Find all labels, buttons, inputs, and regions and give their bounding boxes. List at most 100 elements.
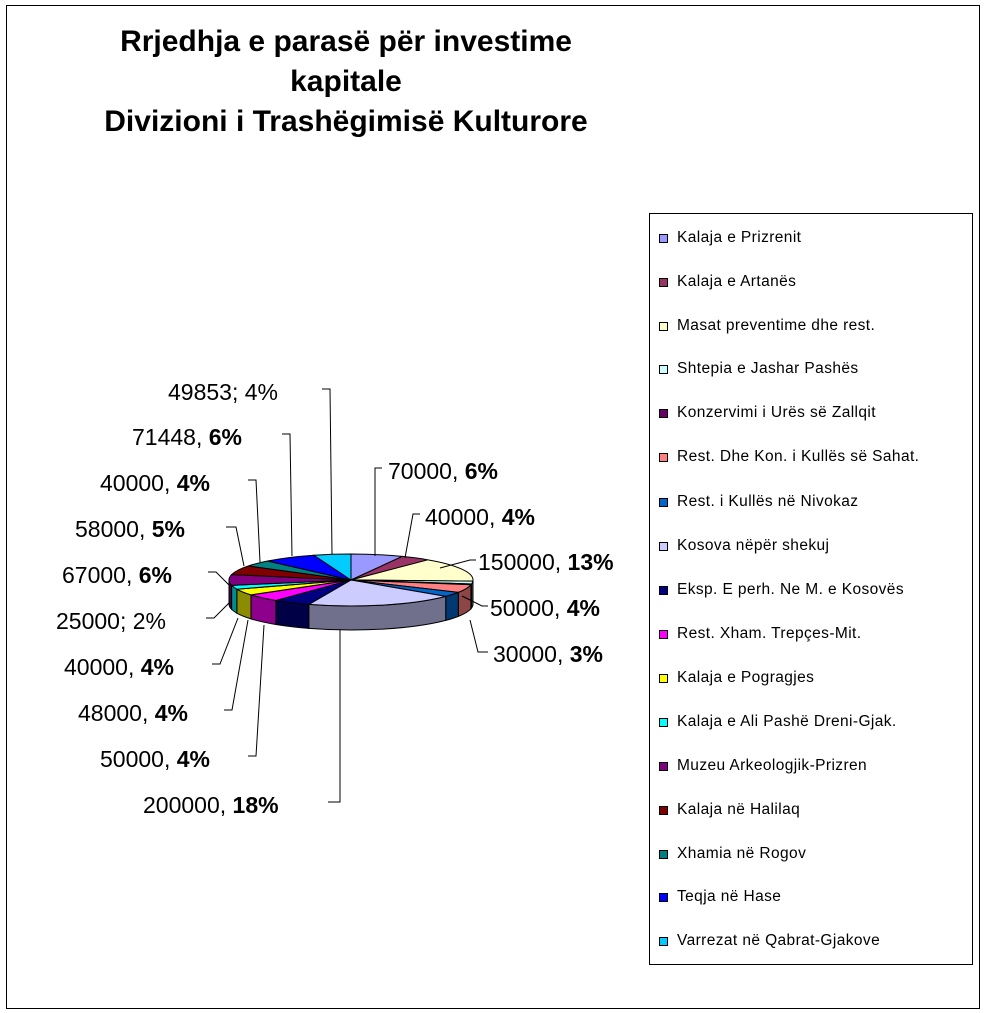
legend-swatch [659,542,668,551]
chart-title-line-1: Rrjedhja e parasë për investime [120,25,572,58]
data-label: 71448, 6% [132,424,242,450]
legend-label: Kalaja e Artanës [677,273,797,290]
leader-line [469,619,488,653]
data-label-percent: 6% [139,562,172,588]
data-label: 200000, 18% [143,792,279,818]
data-label-percent: 18% [233,792,279,818]
legend-label: Shtepia e Jashar Pashës [677,360,859,377]
data-label-percent: 5% [152,516,185,542]
data-label-percent: 2% [133,608,166,634]
chart-title-line-2: kapitale [290,65,402,98]
leader-line [282,433,293,557]
chart-frame [6,5,980,1009]
pie-slice [350,559,474,582]
leader-line [328,630,341,803]
data-label-value: 40000, [425,504,502,530]
data-label-percent: 6% [465,458,498,484]
legend-label: Teqja në Hase [677,888,782,905]
legend-label: Eksp. E perh. Ne M. e Kosovës [677,581,904,598]
pie-slice-side [231,584,238,615]
legend-label: Rest. Xham. Trepçes-Mit. [677,625,862,642]
legend-swatch [659,409,668,418]
data-label-percent: 6% [209,424,242,450]
leader-line [248,624,265,757]
data-label-value: 48000, [78,700,155,726]
pie-slice [312,553,352,581]
legend-swatch [659,893,668,902]
legend: Kalaja e Prizrenit Kalaja e Artanës Masat … [649,213,973,965]
data-label-percent: 13% [568,549,614,575]
legend-swatch [659,322,668,331]
leader-line [206,601,231,619]
data-label-percent: 4% [502,504,535,530]
leader-line [208,571,231,587]
data-label-value: 40000, [64,654,141,680]
legend-label: Rest. Dhe Kon. i Kullës së Sahat. [677,448,920,465]
legend-label: Konzervimi i Urës së Zallqit [677,404,876,421]
data-label: 48000, 4% [78,700,188,726]
data-label-value: 150000, [478,549,568,575]
legend-swatch [659,453,668,462]
legend-swatch [659,278,668,287]
data-label-percent: 4% [567,595,600,621]
data-label: 70000, 6% [388,458,498,484]
leader-line [322,388,333,555]
leader-line [404,513,420,559]
legend-label: Kalaja e Prizrenit [677,229,802,246]
data-label-value: 200000, [143,792,233,818]
data-label-percent: 4% [245,379,278,405]
leader-line [212,617,239,665]
legend-swatch [659,674,668,683]
leader-line [224,619,249,711]
leader-line [461,595,488,607]
data-label-value: 40000, [100,470,177,496]
legend-label: Muzeu Arkeologjik-Prizren [677,757,868,774]
data-label-value: 58000, [75,516,152,542]
legend-label: Kalaja e Ali Pashë Dreni-Gjak. [677,713,897,730]
data-label: 40000, 4% [425,504,535,530]
legend-swatch [659,498,668,507]
data-label: 150000, 13% [478,549,614,575]
data-labels: 70000, 6%40000, 4%150000, 13%50000, 4%30… [56,379,614,818]
data-label: 58000, 5% [75,516,185,542]
leader-line [226,526,245,567]
legend-swatch [659,850,668,859]
data-label-percent: 3% [570,641,603,667]
data-label: 40000, 4% [100,470,210,496]
data-label-percent: 4% [177,470,210,496]
legend-label: Kalaja e Pogragjes [677,669,815,686]
chart-title: Rrjedhja e parasë për investime kapitale… [10,22,682,142]
data-label-value: 70000, [388,458,465,484]
legend-swatch [659,718,668,727]
legend-label: Rest. i Kullës në Nivokaz [677,493,859,510]
legend-label: Xhamia në Rogov [677,845,807,862]
data-label: 50000, 4% [490,595,600,621]
pie-slice-side [445,591,459,622]
legend-swatch [659,762,668,771]
leader-line [439,559,476,569]
data-label: 25000; 2% [56,608,166,634]
legend-label: Masat preventime dhe rest. [677,317,876,334]
leader-line [248,479,261,563]
legend-label: Kalaja në Halilaq [677,801,801,818]
legend-swatch [659,630,668,639]
data-label-value: 50000, [490,595,567,621]
legend-swatch [659,937,668,946]
data-label-value: 25000; [56,608,133,634]
data-label-percent: 4% [141,654,174,680]
legend-swatch [659,365,668,374]
data-label: 50000, 4% [100,746,210,772]
pie-slice [307,579,446,607]
data-label: 30000, 3% [493,641,603,667]
data-label: 67000, 6% [62,562,172,588]
legend-label: Kosova nëpër shekuj [677,537,830,554]
data-label: 40000, 4% [64,654,174,680]
pie-slice-side [275,599,310,629]
data-label-value: 30000, [493,641,570,667]
legend-swatch [659,586,668,595]
legend-swatch [659,806,668,815]
data-label-value: 49853; [168,379,245,405]
legend-label: Varrezat në Qabrat-Gjakove [677,932,881,949]
data-label-value: 50000, [100,746,177,772]
